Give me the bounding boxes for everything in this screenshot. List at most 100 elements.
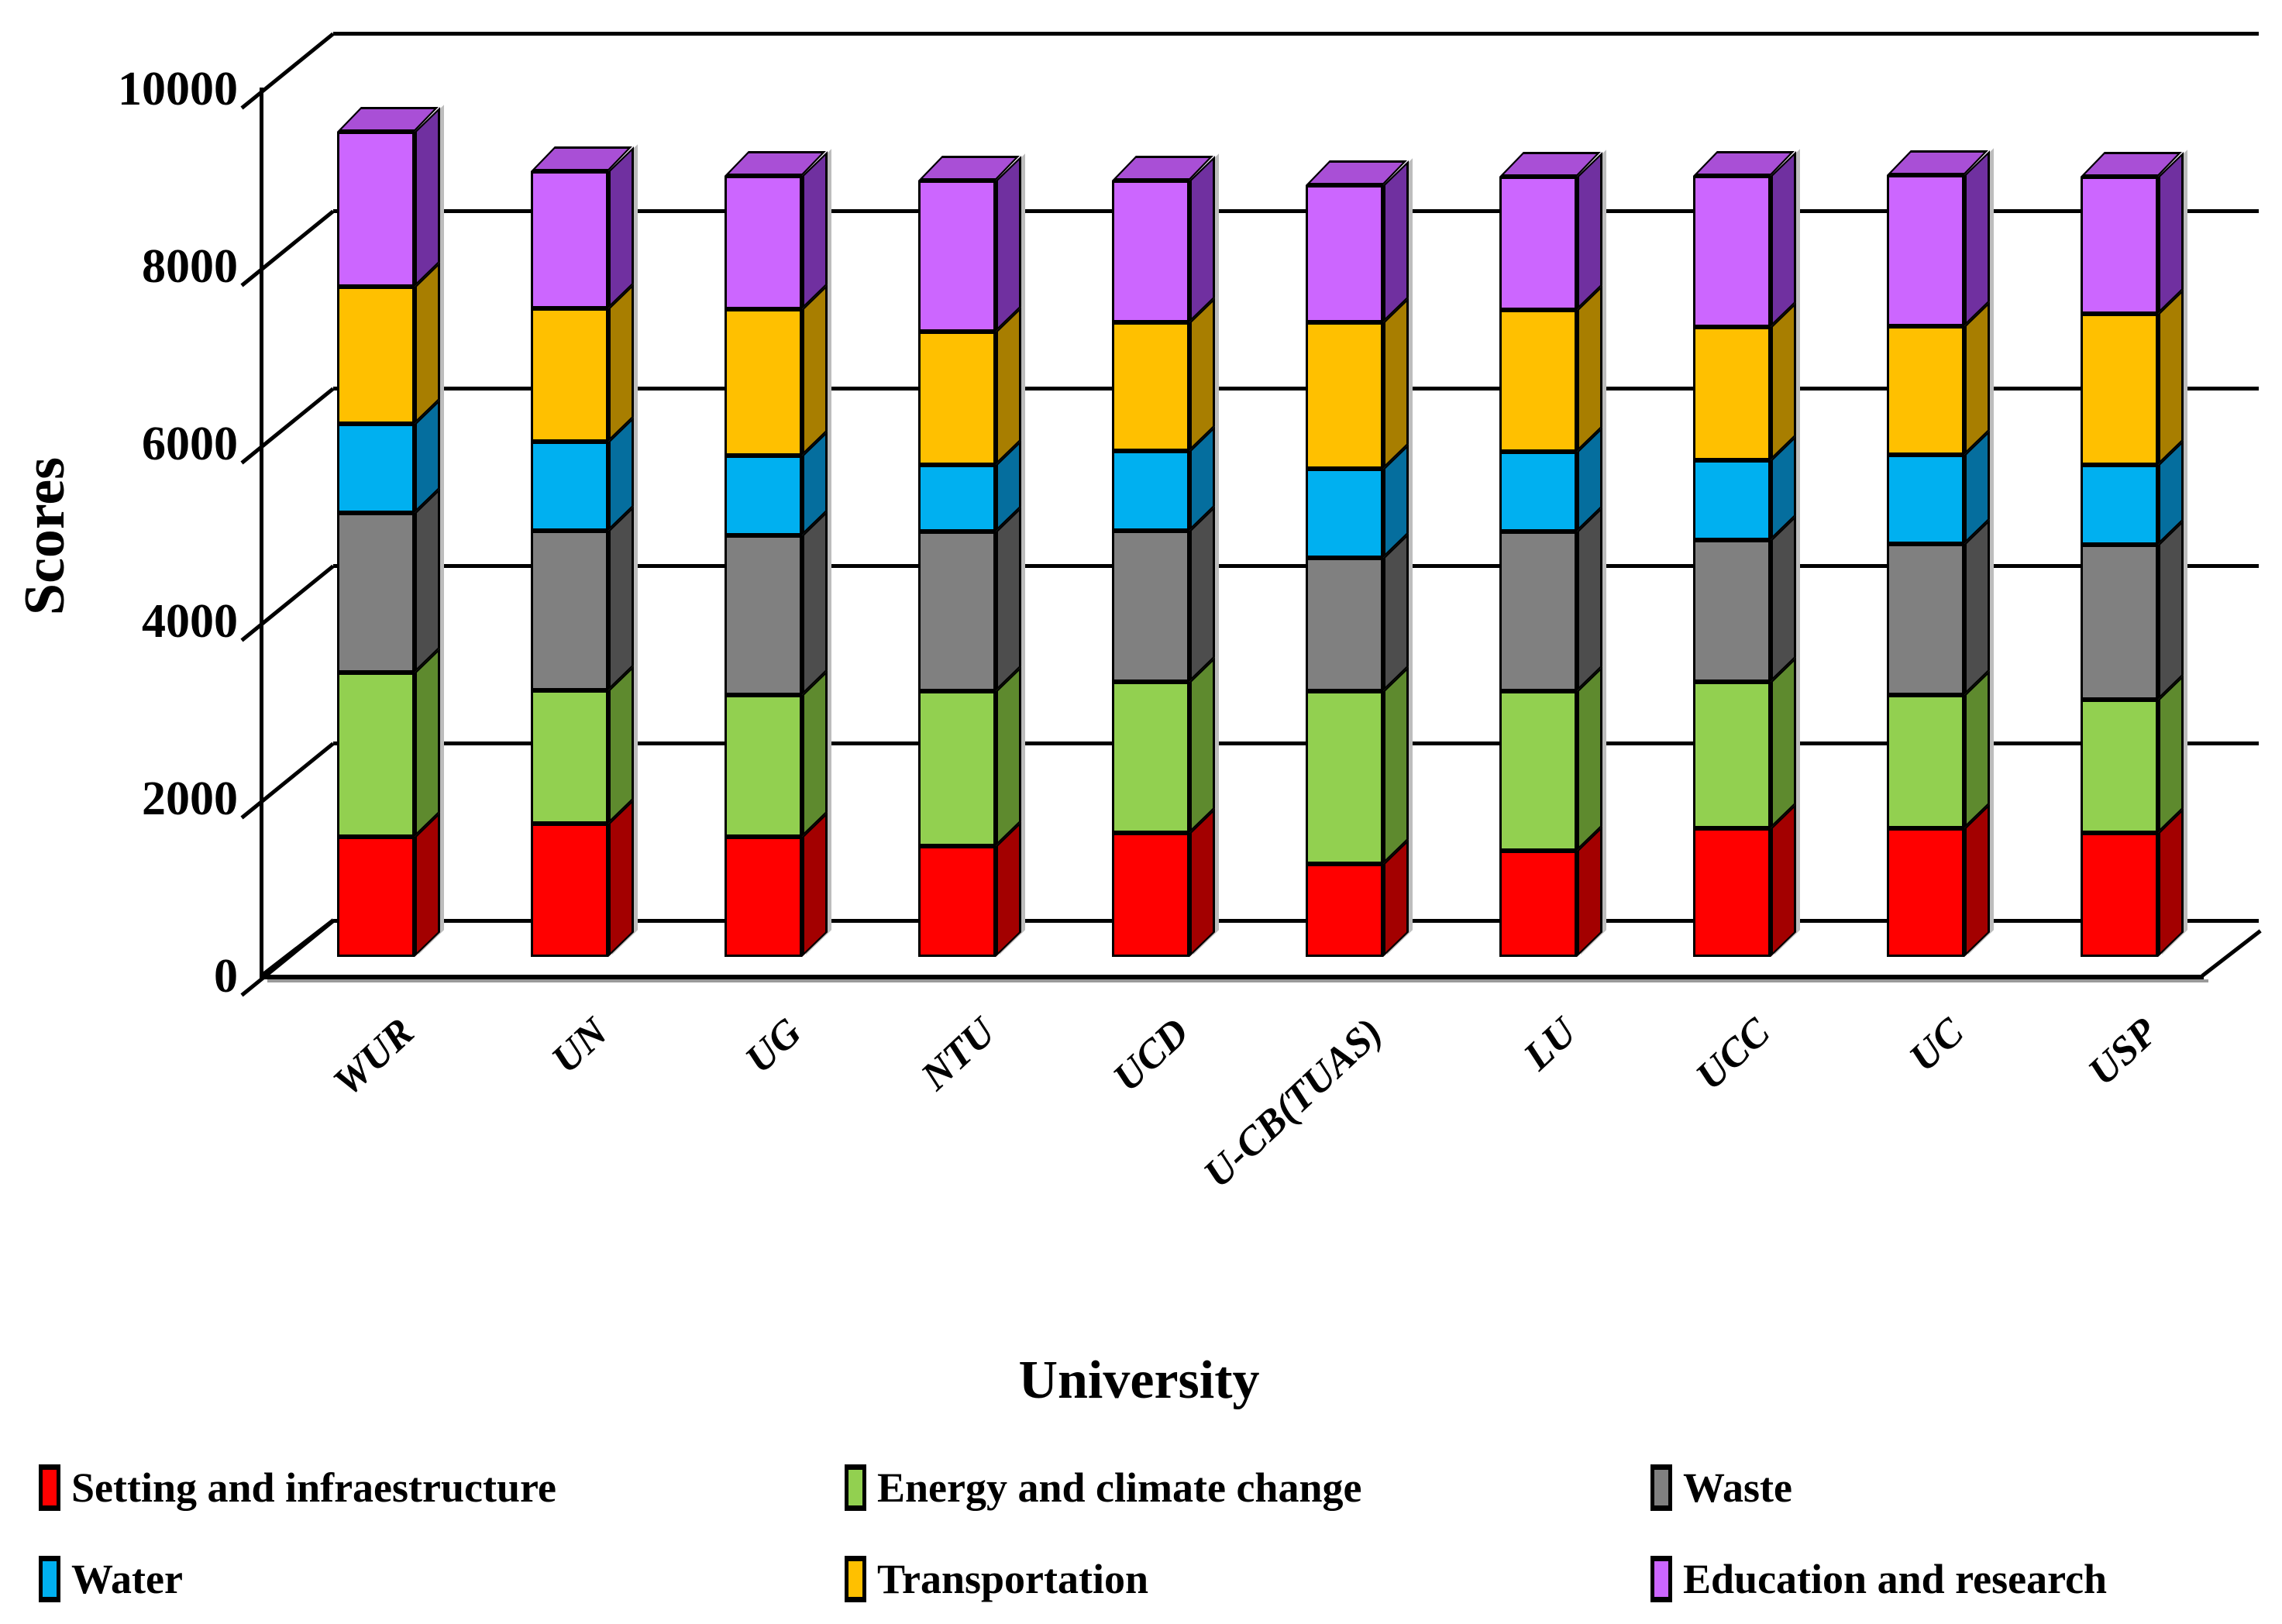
segment-side (608, 666, 634, 824)
segment-UC-Waste (1887, 544, 1964, 695)
segment-side (996, 821, 1021, 957)
segment-side (996, 156, 1021, 332)
segment-UCD-Water (1112, 451, 1189, 531)
segment-UCC-Waste (1693, 540, 1771, 682)
y-axis-line (260, 88, 263, 979)
segment-NTU-Setting and infraestructure (918, 846, 996, 957)
segment-WUR-Setting and infraestructure (337, 837, 415, 957)
segment-UC-Energy and climate change (1887, 695, 1964, 828)
segment-NTU-Waste (918, 532, 996, 691)
gridline (333, 32, 2259, 36)
legend-item: Energy and climate change (845, 1464, 1361, 1511)
segment-side (415, 812, 440, 957)
segment-side (996, 307, 1021, 465)
segment-UCC-Transportation (1693, 327, 1771, 460)
gridline (333, 741, 2259, 745)
bar-NTU (918, 156, 1021, 957)
legend-label: Transportation (877, 1556, 1149, 1602)
segment-side (2158, 289, 2184, 465)
legend-item: Setting and infraestructure (39, 1464, 556, 1511)
segment-LU-Energy and climate change (1499, 691, 1577, 851)
bar-LU (1499, 152, 1602, 957)
segment-side (1771, 302, 1796, 460)
segment-WUR-Education and research (337, 132, 415, 287)
segment-NTU-Water (918, 465, 996, 532)
segment-UCD-Transportation (1112, 322, 1189, 451)
segment-side (608, 146, 634, 308)
segment-side (415, 262, 440, 424)
segment-UN-Education and research (531, 171, 608, 308)
axis-tick (240, 32, 335, 110)
segment-LU-Setting and infraestructure (1499, 851, 1577, 957)
bar-front-face (1693, 176, 1771, 957)
segment-side (415, 107, 440, 287)
segment-side (1771, 151, 1796, 327)
segment-UCD-Setting and infraestructure (1112, 833, 1189, 957)
y-tick-label: 2000 (142, 772, 238, 825)
segment-USP-Transportation (2081, 314, 2158, 465)
bar-side-face (1964, 150, 1990, 957)
segment-side (1771, 515, 1796, 682)
segment-side (1964, 150, 1990, 326)
segment-side (608, 506, 634, 690)
segment-UCD-Waste (1112, 531, 1189, 682)
segment-side (608, 284, 634, 442)
segment-side (1577, 507, 1602, 691)
segment-WUR-Water (337, 424, 415, 513)
x-axis-title: University (1018, 1350, 1260, 1410)
bar-USP (2081, 152, 2184, 957)
segment-side (802, 151, 828, 309)
axis-tick (240, 741, 335, 820)
segment-LU-Water (1499, 452, 1577, 532)
segment-LU-Education and research (1499, 177, 1577, 310)
legend-swatch-orange (845, 1556, 866, 1602)
segment-UG-Water (725, 456, 802, 535)
segment-side (802, 812, 828, 957)
bar-side-face (996, 156, 1021, 957)
segment-UCD-Energy and climate change (1112, 682, 1189, 833)
bar-side-face (1383, 160, 1409, 957)
bar-front-face (531, 171, 608, 957)
legend-swatch-red (39, 1464, 60, 1511)
segment-USP-Setting and infraestructure (2081, 833, 2158, 957)
segment-side (415, 648, 440, 837)
y-tick-label: 8000 (142, 240, 238, 293)
bar-front-face (337, 132, 415, 957)
axis-tick (240, 387, 335, 465)
segment-U-CB(TUAS)-Energy and climate change (1306, 691, 1383, 864)
legend-item: Transportation (845, 1556, 1148, 1602)
segment-side (415, 488, 440, 673)
bar-front-face (725, 176, 802, 957)
legend-label: Waste (1683, 1464, 1792, 1511)
segment-UN-Water (531, 442, 608, 531)
segment-UC-Setting and infraestructure (1887, 828, 1964, 957)
y-tick-label: 0 (214, 950, 238, 1003)
segment-UG-Waste (725, 535, 802, 695)
segment-U-CB(TUAS)-Transportation (1306, 322, 1383, 469)
segment-side (1964, 519, 1990, 695)
legend-label: Education and research (1683, 1556, 2108, 1602)
segment-U-CB(TUAS)-Setting and infraestructure (1306, 864, 1383, 957)
segment-UN-Waste (531, 531, 608, 690)
segment-side (1577, 826, 1602, 957)
segment-UN-Setting and infraestructure (531, 824, 608, 957)
segment-side (608, 799, 634, 957)
segment-side (1771, 657, 1796, 828)
segment-side (996, 507, 1021, 691)
segment-UG-Setting and infraestructure (725, 837, 802, 957)
segment-UG-Transportation (725, 309, 802, 456)
segment-USP-Education and research (2081, 177, 2158, 314)
y-tick-label: 4000 (142, 595, 238, 648)
segment-side (1383, 160, 1409, 322)
floor-edge-right (2201, 929, 2262, 978)
bar-front-face (1306, 185, 1383, 957)
bar-front-face (2081, 177, 2158, 957)
segment-side (2158, 675, 2184, 833)
bar-UCC (1693, 151, 1796, 957)
segment-UN-Energy and climate change (531, 690, 608, 824)
bar-front-face (1499, 177, 1577, 957)
segment-side (2158, 152, 2184, 314)
segment-WUR-Transportation (337, 287, 415, 424)
segment-NTU-Transportation (918, 332, 996, 465)
